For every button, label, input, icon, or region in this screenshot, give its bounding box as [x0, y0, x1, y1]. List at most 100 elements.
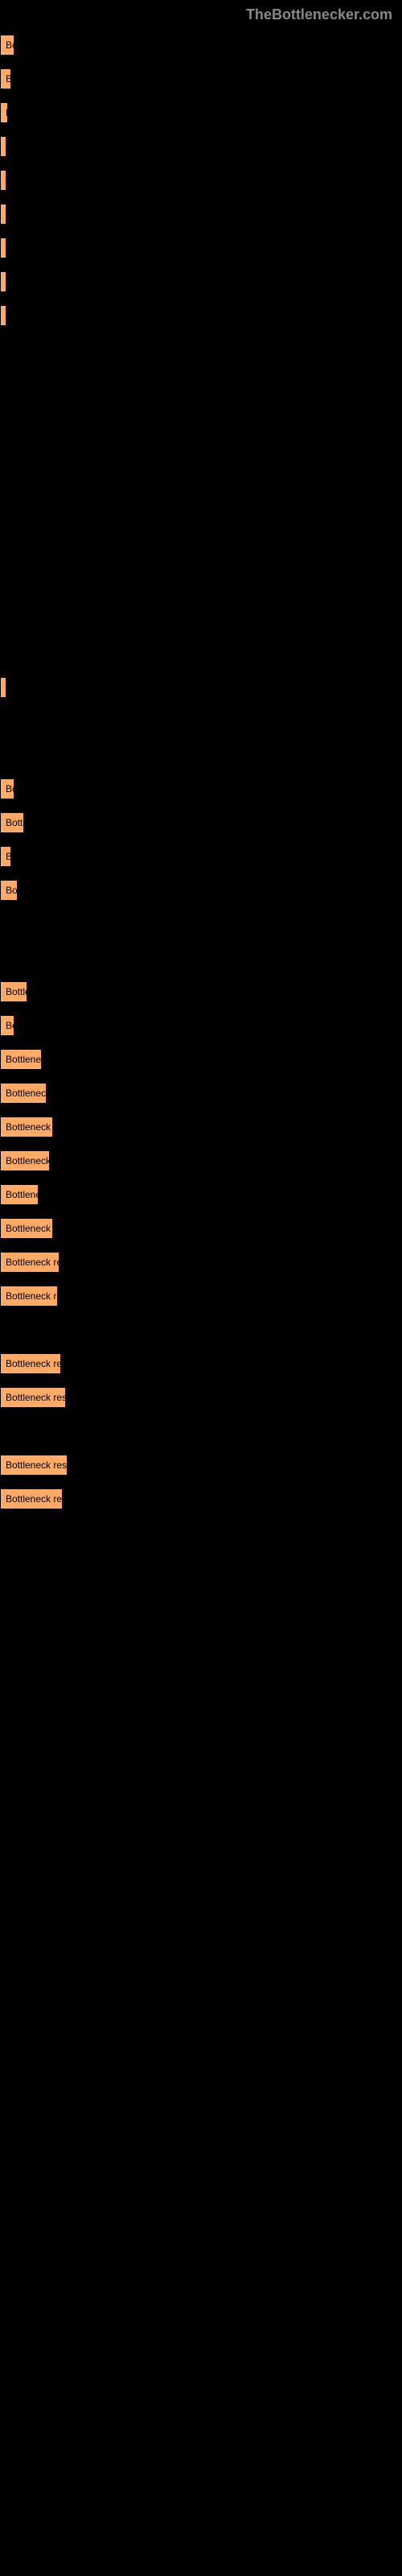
bar-label: Bottleneck res — [6, 1121, 53, 1133]
bar-row — [0, 1421, 402, 1442]
bar — [0, 204, 6, 225]
bar-row — [0, 204, 402, 225]
bar-row — [0, 542, 402, 563]
bar — [0, 677, 6, 698]
bar — [0, 745, 6, 766]
bar-row — [0, 947, 402, 968]
bar-row: Bottleneck — [0, 1049, 402, 1070]
bar-row: B — [0, 846, 402, 867]
bar-label: Bottleneck res — [6, 1223, 53, 1234]
bar-chart: BoBoBBBBBoBottleBBotBottlenBoBottleneckB… — [0, 27, 402, 1554]
bar: B — [0, 237, 6, 258]
bar — [0, 271, 6, 292]
bar: Bottleneck result — [0, 1387, 66, 1408]
bar-label: B — [6, 851, 11, 862]
bar-row: Bottleneck r — [0, 1083, 402, 1104]
bar: Bottleneck res — [0, 1117, 53, 1137]
bar-label: Bottleneck resu — [6, 1290, 58, 1302]
bar — [0, 508, 6, 529]
bar: Bottle — [0, 812, 24, 833]
bar: Bottleneck r — [0, 1083, 47, 1104]
bar-label: Bot — [6, 885, 18, 896]
bar: B — [0, 102, 8, 123]
bar: Bo — [0, 778, 14, 799]
bar — [0, 305, 6, 326]
bar-row: Bot — [0, 880, 402, 901]
bar — [0, 711, 6, 732]
bar-row — [0, 711, 402, 732]
bar: Bottleneck — [0, 1184, 39, 1205]
bar: Bottleneck resul — [0, 1353, 61, 1374]
bar-row: Bottleneck resul — [0, 1252, 402, 1273]
bar-label: Bottleneck — [6, 1189, 39, 1200]
bar-row: Bottleneck re — [0, 1150, 402, 1171]
bar: Bottleneck re — [0, 1150, 50, 1171]
bar-label: Bottlen — [6, 986, 27, 997]
bar — [0, 609, 6, 630]
bar-row — [0, 1319, 402, 1340]
bar — [0, 576, 6, 597]
bar-row — [0, 271, 402, 292]
bar-row: Bo — [0, 778, 402, 799]
bar-label: Bottle — [6, 817, 24, 828]
bar — [0, 643, 6, 664]
bar-label: Bottleneck resu — [6, 1493, 63, 1505]
bar-row — [0, 643, 402, 664]
bar: B — [0, 846, 11, 867]
bar-row — [0, 508, 402, 529]
bar: Bottleneck resu — [0, 1488, 63, 1509]
bar-row: Bo — [0, 1015, 402, 1036]
bar-row — [0, 305, 402, 326]
bar-row: Bottle — [0, 812, 402, 833]
site-header: TheBottlenecker.com — [0, 0, 402, 27]
bar-label: Bottleneck resul — [6, 1257, 59, 1268]
bar: Bottleneck — [0, 1049, 42, 1070]
bar-label: Bo — [6, 73, 11, 85]
bar-row — [0, 745, 402, 766]
bar: Bottlen — [0, 981, 27, 1002]
bar-row: Bottleneck resu — [0, 1488, 402, 1509]
bar — [0, 914, 6, 935]
bar — [0, 1421, 6, 1442]
bar-row — [0, 407, 402, 427]
bar-row — [0, 914, 402, 935]
bar — [0, 474, 6, 495]
bar-row: Bottleneck res — [0, 1117, 402, 1137]
bar-label: Bottleneck result — [6, 1392, 66, 1403]
bar: B — [0, 170, 6, 191]
bar-row: Bottleneck res — [0, 1218, 402, 1239]
bar-label: Bo — [6, 1020, 14, 1031]
bar — [0, 947, 6, 968]
bar-row — [0, 576, 402, 597]
bar — [0, 339, 6, 360]
bar-row: Bottleneck resu — [0, 1286, 402, 1307]
bar-row: B — [0, 102, 402, 123]
bar-row: Bo — [0, 35, 402, 56]
bar: Bo — [0, 68, 11, 89]
bar-label: Bottleneck r — [6, 1088, 47, 1099]
bar: Bottleneck resu — [0, 1286, 58, 1307]
bar-row — [0, 474, 402, 495]
bar-label: Bo — [6, 39, 14, 51]
bar: Bo — [0, 35, 14, 56]
bar-label: Bottleneck result — [6, 1459, 68, 1471]
bar-label: B — [6, 107, 8, 118]
bar — [0, 440, 6, 461]
bar: Bottleneck result — [0, 1455, 68, 1476]
bar-label: Bottleneck re — [6, 1155, 50, 1166]
bar-row: Bottleneck result — [0, 1387, 402, 1408]
bar-row: Bottleneck resul — [0, 1353, 402, 1374]
bar-row: Bottleneck — [0, 1184, 402, 1205]
bar-row: B — [0, 237, 402, 258]
bar-row: Bottlen — [0, 981, 402, 1002]
bar-row — [0, 677, 402, 698]
bar: B — [0, 136, 6, 157]
bar-label: Bottleneck resul — [6, 1358, 61, 1369]
bar-row: Bottleneck result — [0, 1455, 402, 1476]
bar: Bo — [0, 1015, 14, 1036]
bar: Bot — [0, 880, 18, 901]
bar-label: Bottleneck — [6, 1054, 42, 1065]
bar-row: B — [0, 170, 402, 191]
bar: Bottleneck resul — [0, 1252, 59, 1273]
bar — [0, 407, 6, 427]
